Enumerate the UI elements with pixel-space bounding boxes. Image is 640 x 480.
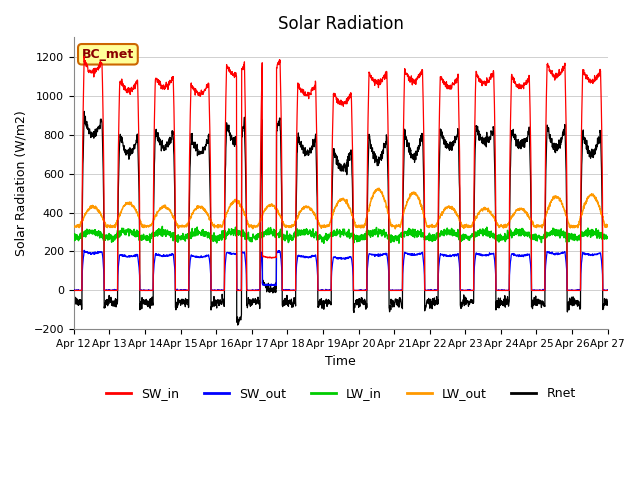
Title: Solar Radiation: Solar Radiation [278, 15, 404, 33]
Legend: SW_in, SW_out, LW_in, LW_out, Rnet: SW_in, SW_out, LW_in, LW_out, Rnet [100, 382, 580, 405]
Y-axis label: Solar Radiation (W/m2): Solar Radiation (W/m2) [15, 110, 28, 256]
X-axis label: Time: Time [325, 355, 356, 368]
Text: BC_met: BC_met [82, 48, 134, 61]
